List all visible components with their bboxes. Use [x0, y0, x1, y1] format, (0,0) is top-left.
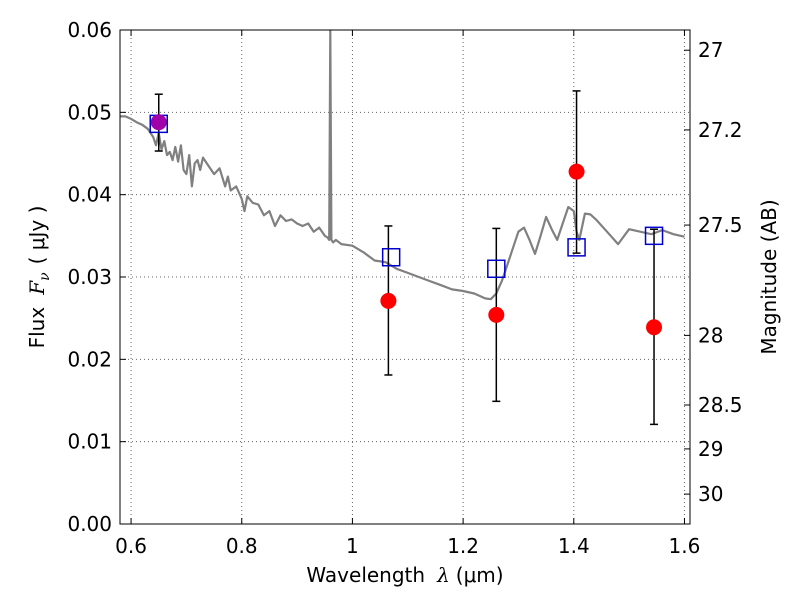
axis-ticks	[120, 29, 690, 525]
x-axis-label-symbol: λ	[436, 563, 450, 587]
observed-point	[568, 163, 585, 180]
x-tick-label: 1	[346, 534, 359, 558]
y-tick-label: 0.00	[67, 512, 112, 536]
mag-tick-label: 28	[698, 323, 723, 347]
y-axis-label-symbol: F	[25, 280, 49, 296]
y-tick-label: 0.02	[67, 347, 112, 371]
model-band-point	[644, 226, 664, 246]
mag-tick-label: 28.5	[698, 393, 743, 417]
x-tick-label: 1.6	[669, 534, 701, 558]
x-axis-label: Wavelength λ (μm)	[306, 563, 503, 587]
mag-tick-label: 27.2	[698, 118, 743, 142]
y-tick-label: 0.06	[67, 18, 112, 42]
highlight-point	[150, 114, 167, 131]
x-axis-label-unit: (μm)	[456, 563, 504, 587]
observed-points-layer	[380, 163, 663, 336]
x-tick-label: 0.6	[115, 534, 147, 558]
model-spectrum-layer	[120, 30, 685, 301]
y2-axis-label: Magnitude (AB)	[757, 199, 781, 354]
x-axis-label-prefix: Wavelength	[306, 563, 425, 587]
mag-tick-label: 30	[698, 482, 723, 506]
x-tick-label: 1.4	[558, 534, 590, 558]
highlight-point-layer	[150, 114, 167, 131]
observed-point	[488, 306, 505, 323]
model-spectrum-line	[120, 30, 685, 301]
y-tick-label: 0.05	[67, 100, 112, 124]
observed-point	[380, 292, 397, 309]
model-band-point	[381, 247, 401, 267]
x-tick-label: 1.2	[447, 534, 479, 558]
mag-tick-label: 29	[698, 437, 723, 461]
errorbars-layer	[154, 90, 659, 426]
grid-lines	[120, 29, 690, 525]
model-band-point	[567, 238, 586, 257]
y-axis-label-subscript: ν	[37, 272, 53, 281]
model-band-points-layer	[149, 114, 664, 279]
y-axis-label: Flux Fν ( μJy )	[25, 206, 53, 349]
y-tick-label: 0.01	[67, 430, 112, 454]
y-tick-label: 0.03	[67, 265, 112, 289]
x-tick-label: 0.8	[226, 534, 258, 558]
tick-labels: 0.6 0.8 1 1.2 1.4 1.6 0.00 0.01 0.02 0.03 0.04 0.05…	[67, 18, 742, 558]
observed-point	[646, 319, 663, 336]
y-axis-label-prefix: Flux	[25, 307, 49, 349]
y-tick-label: 0.04	[67, 183, 112, 207]
model-band-point	[487, 259, 506, 279]
mag-tick-label: 27.5	[698, 213, 743, 237]
y-axis-label-unit: ( μJy )	[25, 206, 49, 265]
mag-tick-label: 27	[698, 38, 723, 62]
